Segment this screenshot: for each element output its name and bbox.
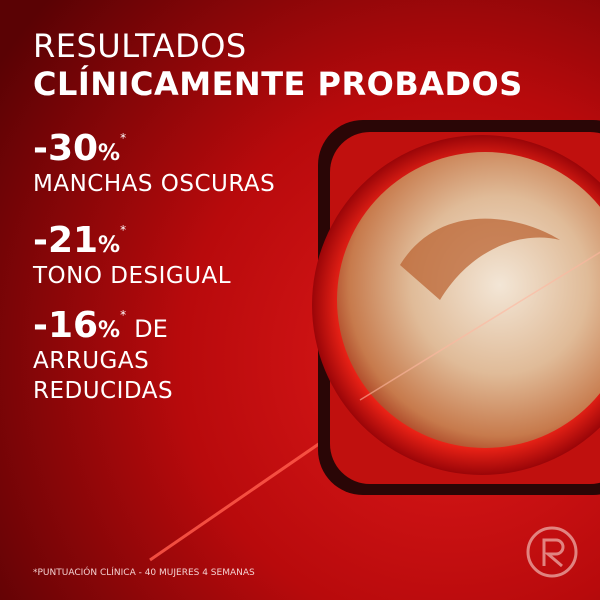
stat-figure: -21 — [33, 220, 99, 261]
stat-asterisk: * — [120, 308, 127, 322]
stat: -21%* TONO DESIGUAL — [33, 220, 231, 291]
stat-asterisk: * — [120, 131, 127, 145]
laser-inner — [359, 251, 600, 401]
stat-label: REDUCIDAS — [33, 378, 174, 404]
stat-figure: -16 — [33, 305, 99, 346]
stat-label: ARRUGAS — [33, 348, 150, 374]
stat-head: -21%* — [33, 220, 231, 261]
title: RESULTADOS — [33, 27, 247, 65]
title: CLÍNICAMENTE PROBADOS — [33, 65, 523, 103]
stat-asterisk: * — [120, 223, 127, 237]
stat-percent: % — [98, 141, 121, 166]
stat-percent: % — [98, 318, 121, 343]
stat: -30%* MANCHAS OSCURAS — [33, 128, 275, 199]
stat-figure: -30 — [33, 128, 99, 169]
stat-percent: % — [98, 233, 121, 258]
stat-head: -30%* — [33, 128, 275, 169]
brand-logo-mark — [542, 538, 565, 568]
stat: -16%* DE ARRUGAS REDUCIDAS — [33, 305, 173, 406]
cream-swirl — [400, 218, 560, 300]
stat-head: -16%* DE — [33, 305, 173, 346]
stat-label: MANCHAS OSCURAS — [33, 171, 276, 197]
footnote: *PUNTUACIÓN CLÍNICA - 40 MUJERES 4 SEMAN… — [33, 568, 255, 578]
stat-suffix: DE — [134, 315, 168, 343]
stat-label: TONO DESIGUAL — [33, 263, 232, 289]
brand-logo — [526, 526, 578, 578]
